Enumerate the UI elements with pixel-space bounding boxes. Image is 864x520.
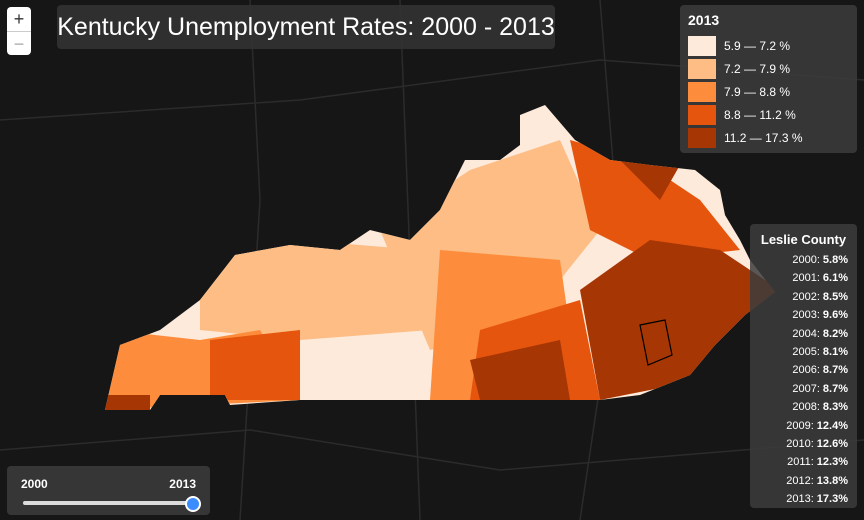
tooltip-row: 2011: 12.3% <box>750 453 857 471</box>
tooltip-row: 2003: 9.6% <box>750 306 857 324</box>
legend: 2013 5.9 — 7.2 % 7.2 — 7.9 % 7.9 — 8.8 % 8.… <box>680 5 857 153</box>
row-value: 5.8% <box>822 254 848 266</box>
row-year: 2013: <box>786 493 814 506</box>
row-value: 12.4% <box>816 419 848 432</box>
row-year: 2010: <box>786 437 814 450</box>
tooltip-row: 2009: 12.4% <box>750 417 857 435</box>
counties <box>105 105 775 410</box>
legend-swatch <box>688 81 716 102</box>
row-year: 2006: <box>792 364 820 377</box>
slider-handle[interactable] <box>185 496 201 512</box>
slider-start: 2000 <box>21 477 48 491</box>
legend-label: 5.9 — 7.2 % <box>724 38 791 53</box>
map-title: Kentucky Unemployment Rates: 2000 - 2013 <box>57 5 555 49</box>
legend-item: 7.9 — 8.8 % <box>688 80 857 103</box>
tooltip-row: 2002: 8.5% <box>750 288 857 306</box>
legend-item: 7.2 — 7.9 % <box>688 57 857 80</box>
row-year: 2008: <box>792 401 820 414</box>
row-value: 13.8% <box>816 474 848 487</box>
tooltip-row: 2005: 8.1% <box>750 343 857 361</box>
row-year: 2009: <box>786 419 814 432</box>
selected-county[interactable] <box>639 319 673 366</box>
legend-item: 5.9 — 7.2 % <box>688 34 857 57</box>
legend-swatch <box>688 58 716 79</box>
row-value: 8.7% <box>822 382 848 395</box>
row-year: 2004: <box>792 327 820 340</box>
legend-item: 11.2 — 17.3 % <box>688 126 857 149</box>
legend-swatch <box>688 35 716 56</box>
slider-end: 2013 <box>169 477 196 491</box>
tooltip-row: 2000: 5.8% <box>750 251 857 269</box>
tooltip-title: Leslie County <box>760 232 847 247</box>
row-value: 17.3% <box>816 493 848 506</box>
legend-label: 7.9 — 8.8 % <box>724 84 791 99</box>
row-value: 8.3% <box>822 401 848 414</box>
tooltip-row: 2006: 8.7% <box>750 361 857 379</box>
row-value: 8.2% <box>822 327 848 340</box>
legend-label: 11.2 — 17.3 % <box>724 130 803 145</box>
row-value: 8.5% <box>822 290 848 303</box>
legend-label: 7.2 — 7.9 % <box>724 61 791 76</box>
row-value: 8.1% <box>822 345 848 358</box>
tooltip-row: 2013: 17.3% <box>750 490 857 508</box>
legend-swatch <box>688 104 716 125</box>
tooltip-row: 2012: 13.8% <box>750 472 857 490</box>
row-value: 12.6% <box>816 437 848 450</box>
zoom-out[interactable]: − <box>7 31 31 56</box>
row-year: 2000: <box>792 254 820 266</box>
legend-title: 2013 <box>688 12 720 28</box>
tooltip-row: 2001: 6.1% <box>750 269 857 287</box>
zoom-in[interactable]: + <box>13 9 25 29</box>
row-year: 2001: <box>792 272 820 285</box>
tooltip-row: 2004: 8.2% <box>750 325 857 343</box>
row-year: 2012: <box>786 474 814 487</box>
legend-item: 8.8 — 11.2 % <box>688 103 857 126</box>
row-year: 2011: <box>787 456 814 469</box>
row-value: 9.6% <box>822 309 848 322</box>
row-year: 2002: <box>792 290 820 303</box>
zoom-control: + − <box>7 7 31 55</box>
legend-swatch <box>688 127 716 148</box>
row-year: 2005: <box>792 345 820 358</box>
tooltip-row: 2010: 12.6% <box>750 435 857 453</box>
slider-track <box>23 501 193 505</box>
year-slider: 2000 2013 <box>7 466 210 515</box>
tooltip-row: 2008: 8.3% <box>750 398 857 416</box>
row-year: 2003: <box>792 309 820 322</box>
row-value: 12.3% <box>816 456 848 469</box>
legend-label: 8.8 — 11.2 % <box>724 107 796 122</box>
tooltip-row: 2007: 8.7% <box>750 380 857 398</box>
tooltip: Leslie County 2000: 5.8% 2001: 6.1% 2002: 8.5… <box>750 224 857 508</box>
row-value: 6.1% <box>822 272 848 285</box>
row-year: 2007: <box>792 382 820 395</box>
row-value: 8.7% <box>822 364 848 377</box>
